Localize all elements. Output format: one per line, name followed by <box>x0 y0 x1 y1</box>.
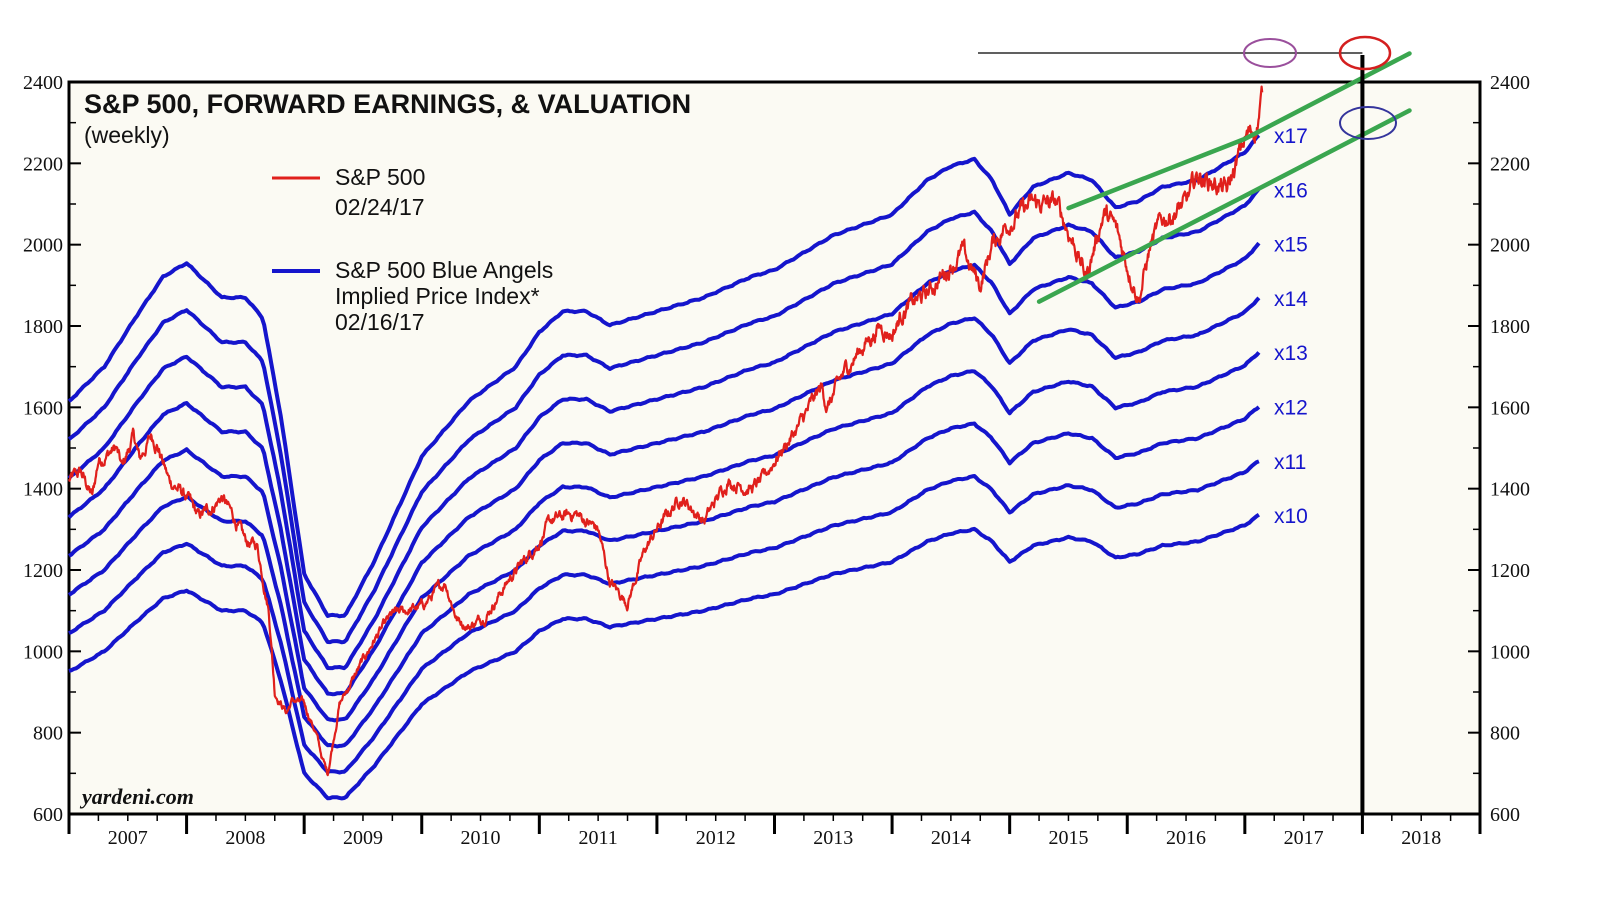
multiple-label-x11: x11 <box>1274 451 1306 474</box>
annotation-circle-blue <box>1339 106 1397 140</box>
multiple-label-x17: x17 <box>1274 125 1308 148</box>
source-label: yardeni.com <box>79 784 194 809</box>
y-tick-label-left: 800 <box>33 723 63 745</box>
legend-sp500-date: 02/24/17 <box>335 194 425 220</box>
y-tick-label-right: 2200 <box>1490 153 1530 175</box>
blue-angels-line-x16 <box>67 187 1261 645</box>
y-tick-label-right: 800 <box>1490 723 1520 745</box>
annotation-circle-purple <box>1243 38 1297 68</box>
x-tick-label-2011: 2011 <box>578 827 617 849</box>
channel-line-lower <box>1036 108 1412 304</box>
annotation-layer <box>978 35 1412 814</box>
x-tick-label-2010: 2010 <box>461 827 501 849</box>
x-tick-label-2013: 2013 <box>813 827 853 849</box>
y-tick-label-left: 2000 <box>23 235 63 257</box>
multiple-label-x16: x16 <box>1274 179 1308 202</box>
blue-angels-line-x15 <box>67 241 1261 671</box>
x-tick-label-2016: 2016 <box>1166 827 1206 849</box>
x-tick-label-2007: 2007 <box>108 827 148 849</box>
y-tick-label-right: 2400 <box>1490 72 1530 94</box>
x-tick-label-2009: 2009 <box>343 827 383 849</box>
blue-angels-line-x14 <box>67 296 1261 697</box>
annotation-circle-red <box>1338 35 1392 71</box>
multiple-label-x14: x14 <box>1274 288 1308 311</box>
sp500-line <box>67 85 1264 777</box>
legend-blue-label: S&P 500 Blue Angels <box>335 257 553 283</box>
y-tick-label-left: 2400 <box>23 72 63 94</box>
y-tick-label-left: 1400 <box>23 479 63 501</box>
blue-angels-line-x13 <box>67 351 1261 723</box>
y-tick-label-left: 2200 <box>23 153 63 175</box>
label-layer: 600 600 800 800 1000 1000 1200 1200 1400 1400 1600… <box>23 72 1530 849</box>
y-tick-label-right: 2000 <box>1490 235 1530 257</box>
y-tick-label-left: 1600 <box>23 397 63 419</box>
tick-layer <box>67 81 1482 834</box>
multiple-label-x13: x13 <box>1274 342 1308 365</box>
x-tick-label-2017: 2017 <box>1284 827 1324 849</box>
sp500-line-layer <box>67 85 1264 777</box>
x-tick-label-2014: 2014 <box>931 827 971 849</box>
x-tick-label-2008: 2008 <box>225 827 265 849</box>
legend-sp500-label: S&P 500 <box>335 164 425 190</box>
legend-blue-label-2: Implied Price Index* <box>335 283 540 309</box>
y-tick-label-right: 1600 <box>1490 397 1530 419</box>
y-tick-label-right: 1200 <box>1490 560 1530 582</box>
chart-title: S&P 500, FORWARD EARNINGS, & VALUATION <box>84 89 691 119</box>
blue-angels-line-x12 <box>67 405 1261 749</box>
y-tick-label-right: 600 <box>1490 804 1520 826</box>
y-tick-label-right: 1800 <box>1490 316 1530 338</box>
blue-angels-line-x11 <box>68 459 1260 775</box>
x-tick-label-2015: 2015 <box>1048 827 1088 849</box>
multiple-label-x12: x12 <box>1274 397 1308 420</box>
y-tick-label-left: 1000 <box>23 641 63 663</box>
multiple-label-x10: x10 <box>1274 505 1308 528</box>
blue-angels-lines <box>67 133 1261 801</box>
blue-angels-line-x17 <box>67 133 1261 619</box>
y-tick-label-right: 1400 <box>1490 479 1530 501</box>
multiple-label-x15: x15 <box>1274 234 1308 257</box>
y-tick-label-left: 1200 <box>23 560 63 582</box>
y-tick-label-right: 1000 <box>1490 641 1530 663</box>
legend-blue-date: 02/16/17 <box>335 309 425 335</box>
x-tick-label-2012: 2012 <box>696 827 736 849</box>
blue-angels-line-x10 <box>68 513 1260 801</box>
y-tick-label-left: 600 <box>33 804 63 826</box>
chart-subtitle: (weekly) <box>84 122 170 148</box>
channel-line-upper <box>1066 51 1412 211</box>
y-tick-label-left: 1800 <box>23 316 63 338</box>
x-tick-label-2018: 2018 <box>1401 827 1441 849</box>
